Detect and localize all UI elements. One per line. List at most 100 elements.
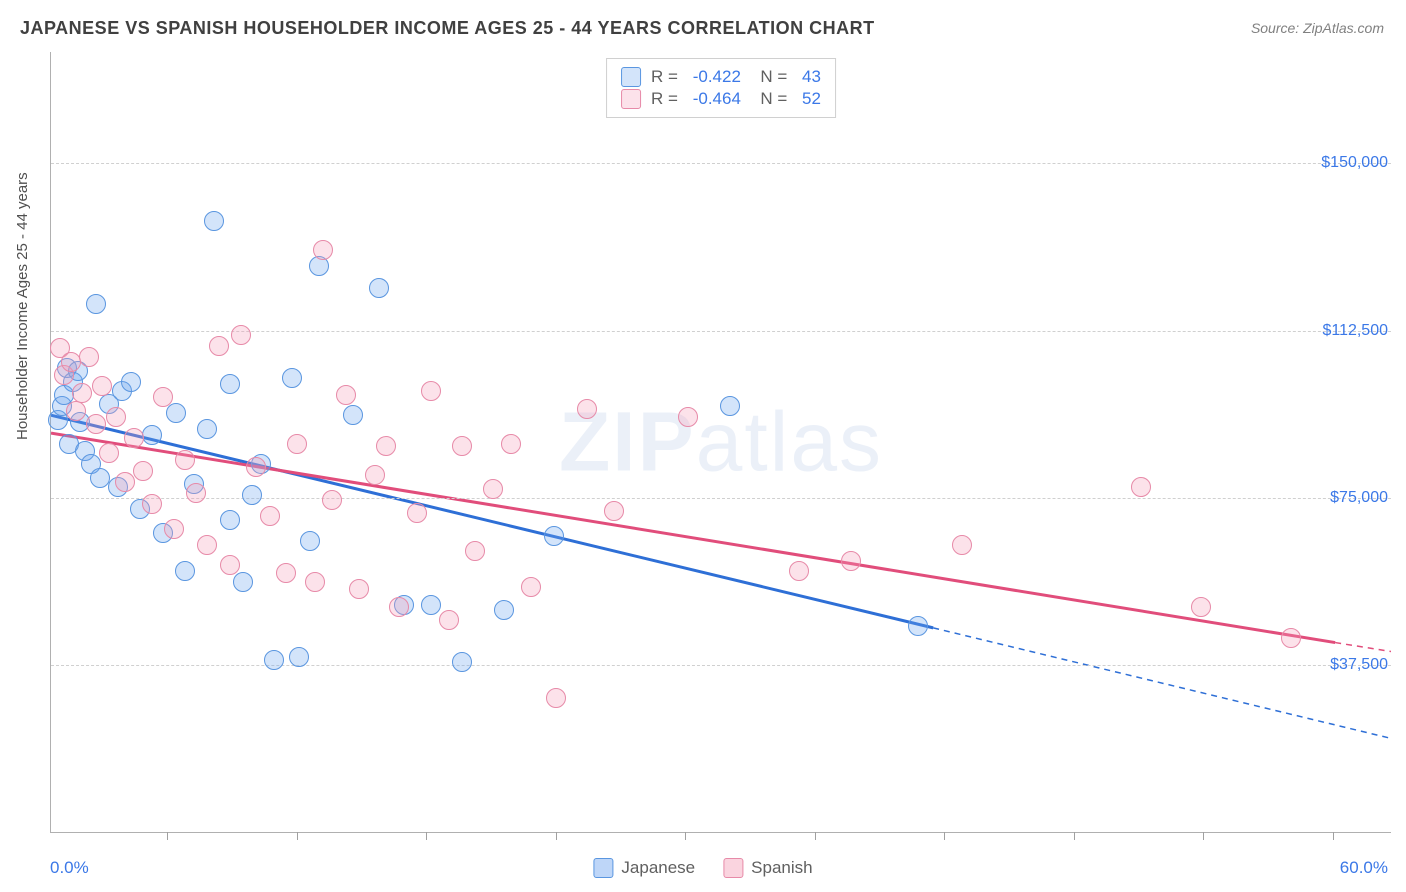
data-point <box>287 434 307 454</box>
data-point <box>421 595 441 615</box>
data-point <box>99 443 119 463</box>
trend-line <box>51 415 933 628</box>
data-point <box>1191 597 1211 617</box>
y-tick-label: $150,000 <box>1321 154 1388 172</box>
data-point <box>678 407 698 427</box>
data-point <box>300 531 320 551</box>
data-point <box>305 572 325 592</box>
gridline <box>51 331 1391 332</box>
source-label: Source: ZipAtlas.com <box>1251 20 1384 36</box>
data-point <box>79 347 99 367</box>
x-tick <box>1203 832 1204 840</box>
x-tick <box>1074 832 1075 840</box>
data-point <box>452 436 472 456</box>
legend-n-label: N = <box>751 89 792 109</box>
y-tick-label: $37,500 <box>1330 656 1388 674</box>
legend-label: Japanese <box>621 858 695 878</box>
data-point <box>166 403 186 423</box>
x-tick <box>815 832 816 840</box>
legend-stat-row: R = -0.422 N = 43 <box>621 67 821 87</box>
legend-r-value: -0.464 <box>693 89 741 109</box>
legend-n-label: N = <box>751 67 792 87</box>
data-point <box>153 387 173 407</box>
data-point <box>389 597 409 617</box>
data-point <box>142 494 162 514</box>
trend-line-extend <box>1335 643 1391 652</box>
legend-series: Japanese Spanish <box>593 858 812 878</box>
data-point <box>175 561 195 581</box>
data-point <box>115 472 135 492</box>
x-tick <box>426 832 427 840</box>
data-point <box>452 652 472 672</box>
legend-item: Japanese <box>593 858 695 878</box>
data-point <box>133 461 153 481</box>
x-tick <box>1333 832 1334 840</box>
data-point <box>577 399 597 419</box>
legend-r-label: R = <box>651 67 683 87</box>
data-point <box>421 381 441 401</box>
trend-line-extend <box>933 628 1391 739</box>
data-point <box>376 436 396 456</box>
legend-swatch <box>723 858 743 878</box>
data-point <box>164 519 184 539</box>
x-tick <box>685 832 686 840</box>
legend-stat-row: R = -0.464 N = 52 <box>621 89 821 109</box>
x-tick <box>167 832 168 840</box>
data-point <box>365 465 385 485</box>
data-point <box>204 211 224 231</box>
data-point <box>494 600 514 620</box>
data-point <box>260 506 280 526</box>
data-point <box>106 407 126 427</box>
data-point <box>604 501 624 521</box>
data-point <box>142 425 162 445</box>
x-tick <box>297 832 298 840</box>
data-point <box>289 647 309 667</box>
data-point <box>439 610 459 630</box>
legend-swatch <box>621 89 641 109</box>
data-point <box>501 434 521 454</box>
data-point <box>322 490 342 510</box>
data-point <box>521 577 541 597</box>
legend-n-value: 43 <box>802 67 821 87</box>
scatter-plot: ZIPatlas R = -0.422 N = 43R = -0.464 N =… <box>50 52 1391 833</box>
data-point <box>264 650 284 670</box>
trendlines-layer <box>51 52 1391 832</box>
chart-title: JAPANESE VS SPANISH HOUSEHOLDER INCOME A… <box>20 18 875 39</box>
data-point <box>841 551 861 571</box>
data-point <box>246 457 266 477</box>
data-point <box>72 383 92 403</box>
data-point <box>231 325 251 345</box>
legend-label: Spanish <box>751 858 812 878</box>
data-point <box>220 510 240 530</box>
data-point <box>720 396 740 416</box>
data-point <box>197 419 217 439</box>
data-point <box>952 535 972 555</box>
data-point <box>789 561 809 581</box>
data-point <box>465 541 485 561</box>
data-point <box>242 485 262 505</box>
data-point <box>220 555 240 575</box>
legend-r-value: -0.422 <box>693 67 741 87</box>
data-point <box>349 579 369 599</box>
data-point <box>908 616 928 636</box>
data-point <box>282 368 302 388</box>
y-tick-label: $75,000 <box>1330 489 1388 507</box>
data-point <box>313 240 333 260</box>
x-axis-min-label: 0.0% <box>50 858 89 878</box>
data-point <box>336 385 356 405</box>
data-point <box>209 336 229 356</box>
y-axis-label: Householder Income Ages 25 - 44 years <box>14 172 31 440</box>
data-point <box>175 450 195 470</box>
gridline <box>51 163 1391 164</box>
data-point <box>233 572 253 592</box>
data-point <box>343 405 363 425</box>
data-point <box>546 688 566 708</box>
legend-n-value: 52 <box>802 89 821 109</box>
data-point <box>186 483 206 503</box>
legend-swatch <box>593 858 613 878</box>
data-point <box>86 414 106 434</box>
data-point <box>1131 477 1151 497</box>
data-point <box>1281 628 1301 648</box>
data-point <box>124 428 144 448</box>
data-point <box>483 479 503 499</box>
